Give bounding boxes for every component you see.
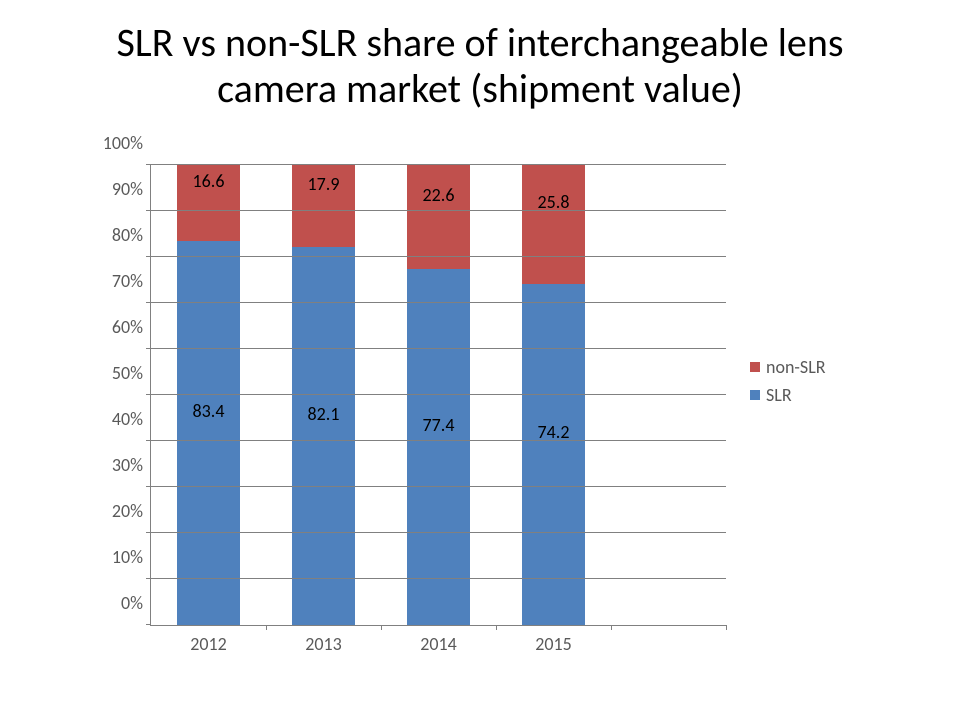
y-tick-label: 90% bbox=[112, 178, 143, 200]
gridline bbox=[151, 348, 726, 349]
gridline bbox=[151, 210, 726, 211]
x-tick-mark bbox=[381, 625, 382, 630]
gridline bbox=[151, 532, 726, 533]
bar-segment bbox=[292, 247, 355, 625]
bar-segment bbox=[522, 165, 585, 284]
slide: SLR vs non-SLR share of interchangeable … bbox=[0, 0, 960, 720]
legend-item: non-SLR bbox=[750, 356, 826, 378]
y-tick-mark bbox=[146, 394, 151, 395]
x-tick-mark bbox=[611, 625, 612, 630]
data-label: 83.4 bbox=[177, 400, 240, 422]
bar-group: 83.4 16.6 bbox=[177, 165, 240, 625]
chart-area: 83.4 16.6 82.1 17.9 77.4 22.6 74.225.8 0% 10% 20… bbox=[70, 155, 890, 685]
y-tick-label: 70% bbox=[112, 270, 143, 292]
gridline bbox=[151, 440, 726, 441]
y-tick-label: 10% bbox=[112, 546, 143, 568]
data-label: 17.9 bbox=[292, 173, 355, 195]
y-tick-label: 50% bbox=[112, 362, 143, 384]
legend-label: SLR bbox=[766, 384, 792, 406]
bar-segment bbox=[407, 165, 470, 269]
x-tick-label: 2014 bbox=[420, 633, 457, 655]
x-tick-label: 2012 bbox=[190, 633, 227, 655]
gridline bbox=[151, 256, 726, 257]
bars-container: 83.4 16.6 82.1 17.9 77.4 22.6 74.225.8 bbox=[151, 165, 726, 625]
y-tick-mark bbox=[146, 578, 151, 579]
y-tick-label: 100% bbox=[103, 132, 143, 154]
legend-item: SLR bbox=[750, 384, 826, 406]
plot-area: 83.416.682.117.977.422.674.225.8 0%10%20… bbox=[150, 165, 726, 626]
gridline bbox=[151, 302, 726, 303]
bar-group: 74.225.8 bbox=[522, 165, 585, 625]
gridline bbox=[151, 164, 726, 165]
y-tick-mark bbox=[146, 164, 151, 165]
data-label: 16.6 bbox=[177, 170, 240, 192]
bar-segment bbox=[407, 269, 470, 625]
y-tick-mark bbox=[146, 256, 151, 257]
chart-title: SLR vs non-SLR share of interchangeable … bbox=[60, 20, 900, 112]
y-tick-label: 30% bbox=[112, 454, 143, 476]
y-tick-mark bbox=[146, 486, 151, 487]
x-tick-mark bbox=[266, 625, 267, 630]
y-tick-mark bbox=[146, 532, 151, 533]
legend-label: non-SLR bbox=[766, 356, 826, 378]
gridline bbox=[151, 486, 726, 487]
x-tick-label: 2013 bbox=[305, 633, 342, 655]
y-tick-label: 40% bbox=[112, 408, 143, 430]
data-label: 22.6 bbox=[407, 184, 470, 206]
bar-segment bbox=[177, 241, 240, 625]
y-tick-mark bbox=[146, 210, 151, 211]
bar-group: 77.4 22.6 bbox=[407, 165, 470, 625]
bar-segment bbox=[522, 284, 585, 625]
data-label: 82.1 bbox=[292, 403, 355, 425]
y-tick-mark bbox=[146, 302, 151, 303]
y-tick-mark bbox=[146, 348, 151, 349]
y-tick-label: 80% bbox=[112, 224, 143, 246]
y-tick-label: 0% bbox=[121, 592, 143, 614]
legend-swatch bbox=[750, 362, 760, 372]
y-tick-label: 20% bbox=[112, 500, 143, 522]
gridline bbox=[151, 394, 726, 395]
y-tick-label: 60% bbox=[112, 316, 143, 338]
gridline bbox=[151, 578, 726, 579]
x-tick-mark bbox=[496, 625, 497, 630]
legend: non-SLR SLR bbox=[750, 350, 826, 412]
legend-swatch bbox=[750, 390, 760, 400]
x-tick-label: 2015 bbox=[535, 633, 572, 655]
bar-group: 82.1 17.9 bbox=[292, 165, 355, 625]
y-tick-mark bbox=[146, 624, 151, 625]
y-tick-mark bbox=[146, 440, 151, 441]
x-tick-mark bbox=[726, 625, 727, 630]
data-label: 77.4 bbox=[407, 414, 470, 436]
